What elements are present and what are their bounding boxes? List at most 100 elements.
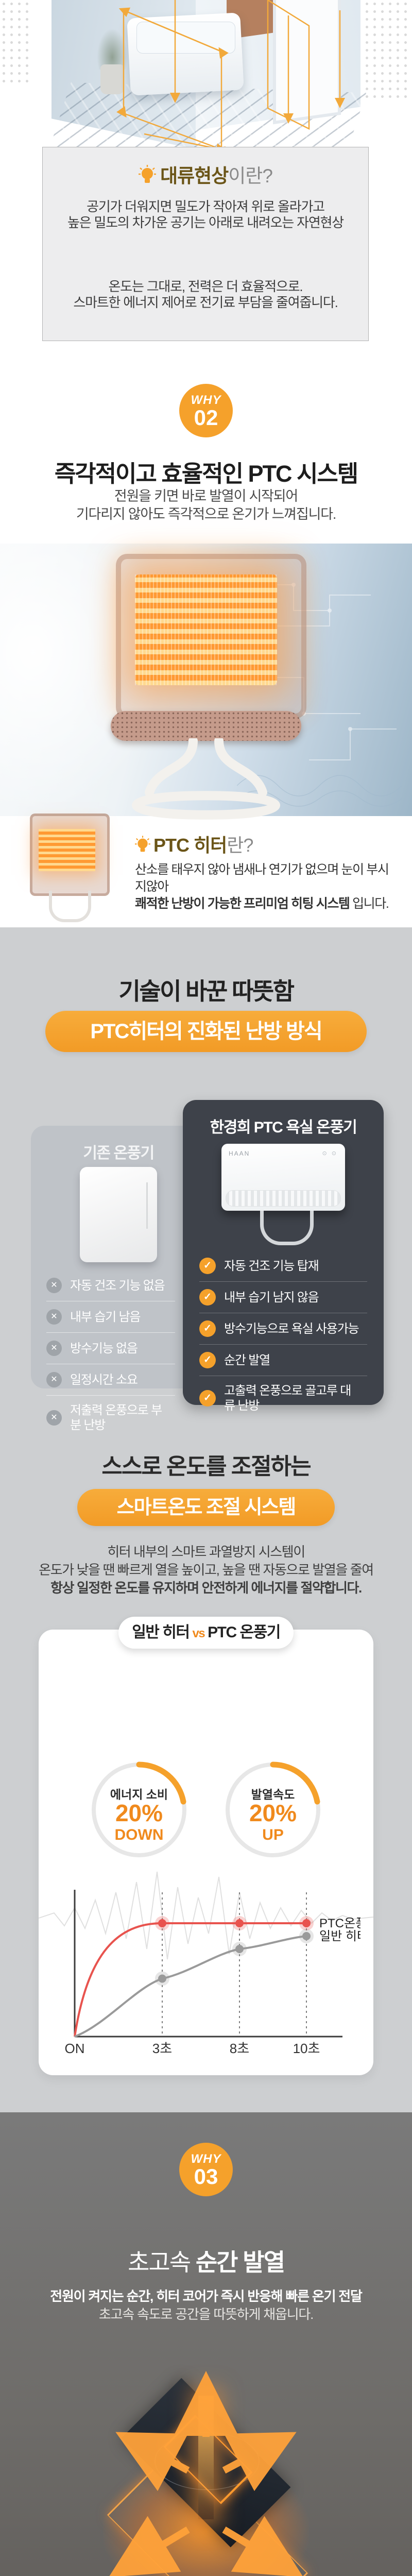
smart-temp-desc: 히터 내부의 스마트 과열방지 시스템이 온도가 낮을 땐 빠르게 열을 높이고…	[0, 1543, 412, 1597]
why03-desc-line1-text: 전원이 켜지는 순간, 히터 코어가 즉시 반응해 빠른 온기 전달	[50, 2289, 363, 2304]
control-buttons-icon: ⊙ ⊙	[322, 1150, 338, 1157]
ptc-thumb-core	[39, 829, 95, 871]
why02-desc-line2: 기다리지 않아도 즉각적으로 온기가 느껴집니다.	[76, 506, 337, 522]
convection-p2-line2: 스마트한 에너지 제어로 전기료 부담을 줄여줍니다.	[73, 295, 338, 310]
new-heater-stand	[260, 1211, 314, 1245]
x-circle-icon: ✕	[46, 1372, 62, 1387]
list-item: ✓ 순간 발열	[199, 1344, 367, 1376]
why03-title: 초고속 순간 발열	[0, 2244, 412, 2278]
list-item: ✕ 방수기능 없음	[46, 1332, 175, 1364]
convection-box: 대류현상이란? 공기가 더워지면 밀도가 작아져 위로 올라가고 높은 밀도의 …	[42, 147, 369, 341]
gauge-speed: 발열속도 20% UP	[221, 1758, 324, 1864]
check-circle-icon: ✓	[199, 1320, 216, 1337]
lightbulb-icon	[135, 836, 150, 852]
ptc-thumb-stand	[49, 891, 91, 922]
smart-desc-line3: 항상 일정한 온도를 유지하며 안전하게 에너지를 절약합니다.	[50, 1580, 362, 1596]
convection-p2-line1: 온도는 그대로, 전력은 더 효율적으로.	[108, 279, 303, 294]
convection-paragraph1: 공기가 더워지면 밀도가 작아져 위로 올라가고 높은 밀도의 차가운 공기는 …	[43, 199, 368, 231]
new-heater-card: 한경희 PTC 욕실 온풍기 HAAN ⊙ ⊙ ✓ 자동 건조 기능 탑재 ✓ 내부…	[183, 1100, 384, 1413]
why03-title-thin: 초고속	[128, 2249, 196, 2276]
old-item-4: 일정시간 소요	[70, 1372, 138, 1387]
check-circle-icon: ✓	[199, 1289, 216, 1306]
heater-stand	[131, 738, 281, 820]
convection-title-strong: 대류현상	[160, 165, 229, 187]
x-circle-icon: ✕	[46, 1278, 62, 1293]
new-item-5: 고출력 온풍으로 골고루 대류 난방	[224, 1384, 351, 1413]
heater-glowing-core	[135, 574, 277, 685]
heater-grille	[111, 711, 301, 741]
old-heater-image	[80, 1167, 157, 1262]
old-item-1: 자동 건조 기능 없음	[70, 1278, 165, 1293]
new-item-4: 순간 발열	[224, 1353, 270, 1367]
gauge-ring-icon: 에너지 소비 20% DOWN	[92, 1761, 186, 1857]
why03-desc-line1: 전원이 켜지는 순간, 히터 코어가 즉시 반응해 빠른 온기 전달	[0, 2287, 412, 2306]
old-item-5: 저출력 온풍으로 부분 난방	[70, 1403, 162, 1432]
why02-title-plain: 즉각적이고 효율적인	[54, 461, 248, 487]
why03-desc: 전원이 켜지는 순간, 히터 코어가 즉시 반응해 빠른 온기 전달 초고속 속…	[0, 2287, 412, 2324]
gauge-speed-value: 20%	[249, 1800, 297, 1826]
smart-temp-pill: 스마트온도 조절 시스템	[77, 1489, 335, 1526]
x-circle-icon: ✕	[46, 1341, 62, 1356]
why02-badge: WHY 02	[179, 384, 233, 437]
list-item: ✓ 자동 건조 기능 탑재	[199, 1250, 367, 1281]
gauge-speed-label: 발열속도	[251, 1788, 295, 1801]
check-circle-icon: ✓	[199, 1258, 216, 1274]
evolution-pill: PTC히터의 진화된 난방 방식	[45, 1011, 367, 1052]
why03-title-bold: 순간 발열	[195, 2249, 285, 2276]
hero-room-section	[0, 0, 412, 155]
chart-legend-1: 일반 히터	[319, 1929, 360, 1943]
old-card-title: 기존 온풍기	[83, 1145, 154, 1162]
chart-xtick-2: 8초	[230, 2041, 249, 2056]
list-item: ✕ 내부 습기 남음	[46, 1301, 175, 1332]
gauge-energy-direction: DOWN	[115, 1826, 164, 1843]
ptc-desc-line2-rest: 입니다.	[349, 896, 389, 911]
list-item: ✕ 일정시간 소요	[46, 1364, 175, 1395]
gauge-energy-value: 20%	[115, 1800, 163, 1826]
evolution-pill-bold: PTC히터	[90, 1020, 165, 1043]
vs-pill-left: 일반 히터	[132, 1624, 190, 1641]
why02-title: 즉각적이고 효율적인 PTC 시스템	[0, 455, 412, 488]
vs-pill-right: PTC 온풍기	[208, 1624, 281, 1641]
chart-xtick-3: 10초	[293, 2041, 320, 2056]
why02-badge-number: 02	[194, 405, 218, 430]
new-item-2: 내부 습기 남지 않음	[224, 1290, 319, 1304]
convection-title-rest: 이란?	[228, 165, 273, 187]
evolution-title: 기술이 바꾼 따뜻함	[118, 978, 295, 1005]
halftone-dots-left	[0, 0, 31, 82]
why02-badge-word: WHY	[191, 393, 221, 407]
ptc-desc-line1: 산소를 태우지 않아 냄새나 연기가 없으며 눈이 부시지않아	[135, 862, 389, 894]
lightbulb-icon	[139, 165, 157, 183]
evolution-pill-rest: 의 진화된 난방 방식	[164, 1020, 323, 1043]
smart-temp-title: 스스로 온도를 조절하는	[101, 1454, 311, 1479]
heating-speed-chart: PTC온풍기일반 히터 ON 3초 8초 10초	[65, 1890, 360, 2056]
list-item: ✓ 내부 습기 남지 않음	[199, 1281, 367, 1313]
gauge-ring-icon: 발열속도 20% UP	[226, 1761, 320, 1857]
x-circle-icon: ✕	[46, 1410, 62, 1426]
new-heater-grille	[226, 1190, 341, 1207]
convection-title: 대류현상이란?	[43, 160, 368, 188]
old-feature-list: ✕ 자동 건조 기능 없음 ✕ 내부 습기 남음 ✕ 방수기능 없음 ✕ 일정시간 소요…	[46, 1270, 175, 1440]
brand-logo: HAAN	[229, 1150, 250, 1157]
old-heater-vent	[146, 1182, 148, 1229]
vs-pill: 일반 히터 vs PTC 온풍기	[118, 1617, 294, 1649]
ptc-desc-line2: 쾌적한 난방이 가능한 프리미엄 히팅 시스템 입니다.	[135, 895, 398, 912]
new-card-title: 한경희 PTC 욕실 온풍기	[210, 1119, 357, 1136]
check-circle-icon: ✓	[199, 1390, 216, 1406]
gauge-speed-direction: UP	[262, 1826, 284, 1843]
new-feature-list: ✓ 자동 건조 기능 탑재 ✓ 내부 습기 남지 않음 ✓ 방수기능으로 욕실 사용가…	[199, 1250, 367, 1420]
smart-desc-line1: 히터 내부의 스마트 과열방지 시스템이	[107, 1544, 305, 1560]
circuit-pattern-icon	[237, 583, 402, 807]
heat-arrows-icon	[108, 2371, 304, 2576]
comparison-section: 기술이 바꾼 따뜻함 PTC히터의 진화된 난방 방식 기존 온풍기 ✕ 자동 건…	[0, 927, 412, 2112]
ptc-title-strong: PTC 히터	[153, 835, 227, 856]
heat-cube-illustration	[82, 2365, 330, 2576]
new-heater-image: HAAN ⊙ ⊙	[221, 1144, 345, 1211]
list-item: ✓ 고출력 온풍으로 골고루 대류 난방	[199, 1376, 367, 1420]
new-item-1: 자동 건조 기능 탑재	[224, 1259, 319, 1273]
convection-p1-line1: 공기가 더워지면 밀도가 작아져 위로 올라가고	[87, 199, 325, 214]
why02-title-bold: PTC 시스템	[248, 461, 358, 487]
ptc-title-rest: 란?	[227, 835, 253, 856]
heater-core-fins	[135, 574, 277, 685]
why02-section: WHY 02 즉각적이고 효율적인 PTC 시스템 전원을 키면 바로 발열이 …	[0, 349, 412, 544]
old-item-3: 방수기능 없음	[70, 1341, 138, 1355]
